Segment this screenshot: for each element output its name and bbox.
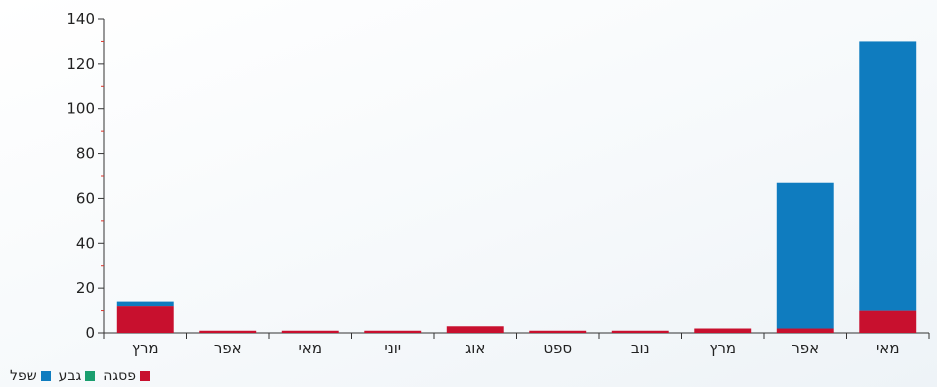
bar-segment: [116, 306, 174, 333]
legend-item: שפל: [10, 368, 51, 384]
x-tick-label: מאי: [876, 339, 900, 357]
y-tick-label: 40: [76, 234, 95, 252]
legend-swatch: [85, 371, 96, 381]
y-tick-label: 0: [85, 324, 95, 342]
x-tick-label: ספט: [543, 339, 572, 357]
y-tick-label: 80: [76, 145, 95, 163]
x-tick-label: אפר: [214, 339, 242, 357]
legend-swatch: [40, 371, 51, 381]
x-axis: מרץ אפר מאי יוני אוג ספט נוב מרץ אפר מאי: [103, 332, 930, 357]
bars: [116, 41, 917, 333]
y-tick-label: 120: [66, 55, 95, 73]
legend-item: גבע: [59, 368, 96, 384]
y-tick-label: 100: [66, 100, 95, 118]
bar-segment: [364, 330, 422, 333]
bar-segment: [776, 182, 834, 329]
x-tick-label: נוב: [631, 339, 650, 357]
bar-segment: [859, 310, 917, 333]
bar-segment: [776, 328, 834, 333]
bar-segment: [859, 41, 917, 311]
bar-segment: [281, 330, 339, 333]
legend-label: שפל: [10, 368, 37, 384]
legend-label: פסגה: [103, 368, 137, 384]
x-tick-label: מרץ: [132, 339, 159, 357]
x-tick-label: אפר: [791, 339, 819, 357]
legend-label: גבע: [58, 368, 82, 384]
x-tick-label: מאי: [298, 339, 322, 357]
bar-segment: [611, 330, 669, 333]
bar-segment: [116, 301, 174, 307]
bar-segment: [199, 330, 257, 333]
y-tick-label: 60: [76, 189, 95, 207]
bar-segment: [446, 326, 504, 333]
x-tick-label: מרץ: [709, 339, 736, 357]
bar-segment: [694, 328, 752, 333]
x-tick-label: אוג: [465, 339, 485, 357]
legend-item: פסגה: [103, 368, 151, 384]
y-tick-label: 140: [66, 10, 95, 28]
y-tick-label: 20: [76, 279, 95, 297]
y-axis: 0 20 40 60 80 100 120 140: [66, 10, 105, 342]
legend: פסגה גבע שפל: [10, 367, 151, 385]
x-tick-label: יוני: [384, 339, 401, 357]
legend-swatch: [140, 371, 151, 381]
bar-segment: [529, 330, 587, 333]
